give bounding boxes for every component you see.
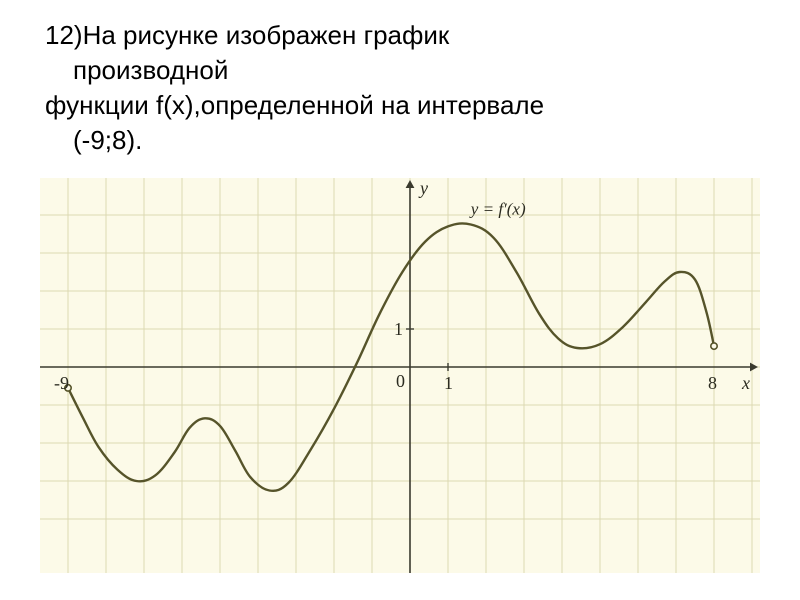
svg-text:0: 0 — [396, 371, 405, 391]
derivative-chart: 0 1 1 y x -9 8 y = f′(x) — [40, 178, 760, 578]
svg-text:8: 8 — [708, 373, 717, 393]
svg-text:1: 1 — [444, 373, 453, 393]
problem-text: 12)На рисунке изображен график производн… — [0, 0, 800, 158]
text-line-2: производной — [45, 53, 760, 88]
svg-text:-9: -9 — [54, 373, 69, 393]
svg-text:y: y — [418, 178, 428, 198]
svg-text:y = f′(x): y = f′(x) — [469, 200, 526, 219]
svg-text:x: x — [741, 373, 750, 393]
text-line-4: (-9;8). — [45, 123, 760, 158]
text-line-1: 12)На рисунке изображен график — [45, 18, 760, 53]
chart-svg: 0 1 1 y x -9 8 y = f′(x) — [40, 178, 760, 573]
text-line-3: функции f(x),определенной на интервале — [45, 88, 760, 123]
svg-text:1: 1 — [394, 319, 403, 339]
